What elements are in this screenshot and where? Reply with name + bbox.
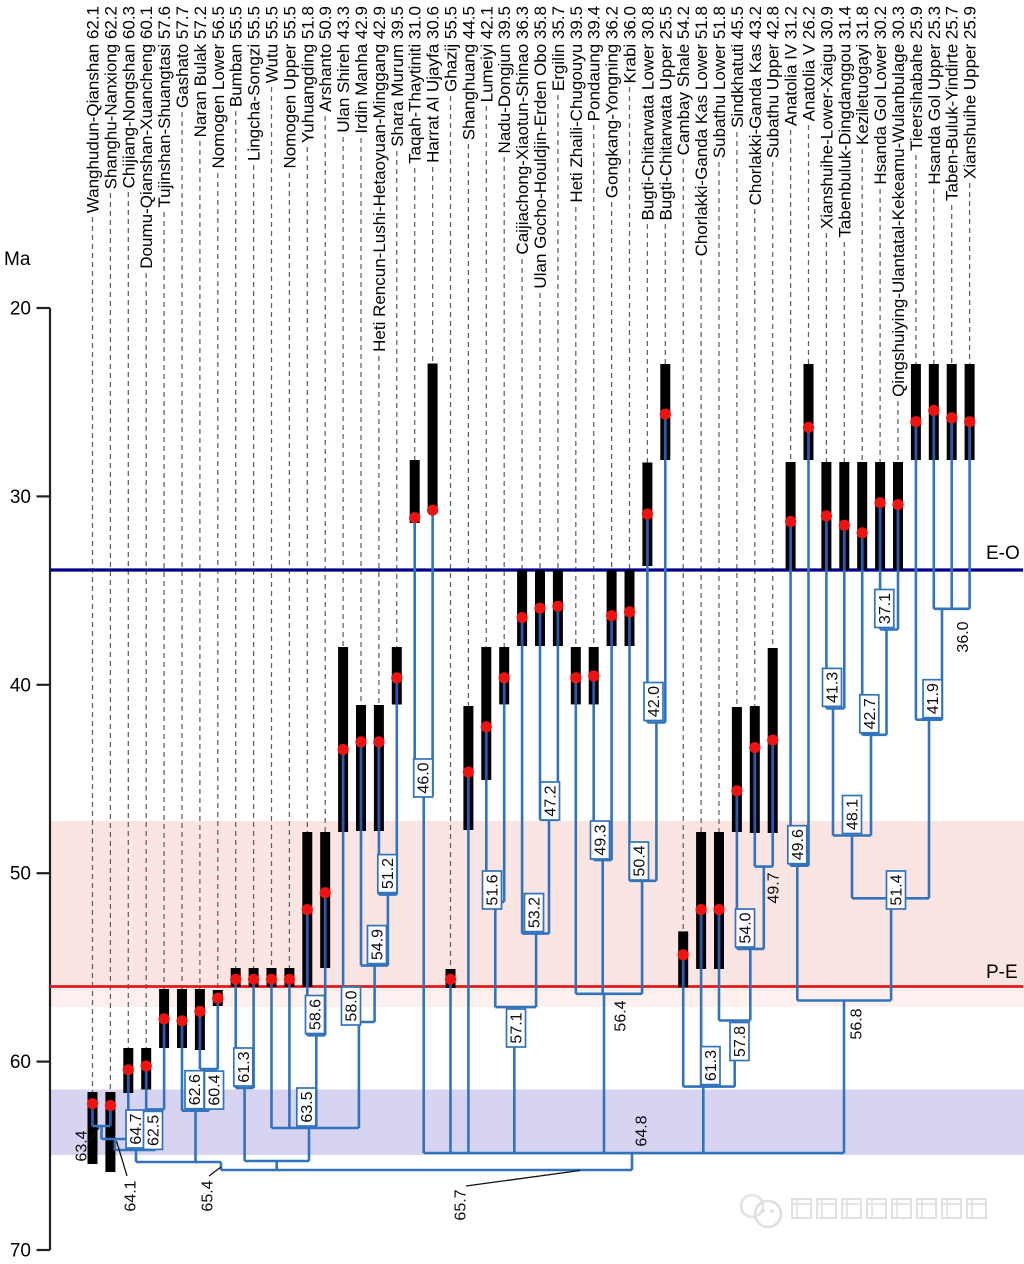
svg-text:40: 40 xyxy=(10,675,31,696)
svg-text:Chorlakki-Ganda Kas Lower 51.8: Chorlakki-Ganda Kas Lower 51.8 xyxy=(692,6,711,256)
svg-text:Hsanda Gol Upper 25.3: Hsanda Gol Upper 25.3 xyxy=(925,6,944,185)
svg-text:51.2: 51.2 xyxy=(380,858,397,889)
svg-text:56.4: 56.4 xyxy=(613,1000,630,1031)
svg-text:P-E: P-E xyxy=(986,962,1018,983)
svg-text:Taqah-Thaytiniti 31.0: Taqah-Thaytiniti 31.0 xyxy=(406,6,425,164)
svg-text:49.3: 49.3 xyxy=(593,824,610,855)
svg-text:Harrat Al Ujayfa 30.6: Harrat Al Ujayfa 30.6 xyxy=(424,6,443,163)
svg-text:Heti Rencun-Lushi-Hetaoyuan-Mi: Heti Rencun-Lushi-Hetaoyuan-Minggang 42.… xyxy=(370,6,389,352)
svg-text:46.0: 46.0 xyxy=(416,762,433,793)
svg-text:Ulan Shireh 43.3: Ulan Shireh 43.3 xyxy=(334,6,353,133)
svg-text:Caijiachong-Xiaotun-Shinao 36.: Caijiachong-Xiaotun-Shinao 36.3 xyxy=(513,6,532,255)
svg-text:30: 30 xyxy=(10,487,31,508)
svg-text:65.7: 65.7 xyxy=(453,1189,470,1220)
svg-text:70: 70 xyxy=(10,1241,31,1260)
svg-text:42.0: 42.0 xyxy=(646,686,663,717)
svg-text:61.3: 61.3 xyxy=(703,1050,720,1081)
svg-text:Yuhuangding 51.8: Yuhuangding 51.8 xyxy=(298,6,317,143)
svg-text:49.6: 49.6 xyxy=(790,829,807,860)
svg-text:Subathu Upper 42.8: Subathu Upper 42.8 xyxy=(764,6,783,158)
svg-text:41.3: 41.3 xyxy=(825,672,842,703)
svg-text:Irdin Manha 42.9: Irdin Manha 42.9 xyxy=(352,6,371,134)
svg-text:53.2: 53.2 xyxy=(527,897,544,928)
svg-text:Shara Murum 39.5: Shara Murum 39.5 xyxy=(388,6,407,147)
svg-text:Tujinshan-Shuangtasi 57.6: Tujinshan-Shuangtasi 57.6 xyxy=(155,6,174,208)
svg-text:Subathu Lower 51.8: Subathu Lower 51.8 xyxy=(710,6,729,158)
svg-text:Wutu 55.5: Wutu 55.5 xyxy=(263,6,282,83)
svg-text:50: 50 xyxy=(10,864,31,885)
svg-text:Bumban 55.5: Bumban 55.5 xyxy=(227,6,246,107)
svg-text:Cambay Shale 54.2: Cambay Shale 54.2 xyxy=(674,6,693,155)
svg-text:36.0: 36.0 xyxy=(955,621,972,652)
svg-text:64.8: 64.8 xyxy=(634,1115,651,1146)
svg-text:37.1: 37.1 xyxy=(877,593,894,624)
svg-text:62.5: 62.5 xyxy=(146,1115,163,1146)
svg-text:Krabi 36.0: Krabi 36.0 xyxy=(621,6,640,84)
svg-text:Tabenbuluk-Dingdanggou 31.4: Tabenbuluk-Dingdanggou 31.4 xyxy=(835,6,854,238)
svg-text:E-O: E-O xyxy=(986,543,1020,564)
svg-text:49.7: 49.7 xyxy=(766,872,783,903)
svg-text:Xianshuihe-Lower-Xaigu 30.9: Xianshuihe-Lower-Xaigu 30.9 xyxy=(817,6,836,229)
svg-text:Shanghu-Nanxiong 62.2: Shanghu-Nanxiong 62.2 xyxy=(101,6,120,189)
svg-text:61.3: 61.3 xyxy=(236,1051,253,1082)
svg-text:Chorlakki-Ganda Kas 43.2: Chorlakki-Ganda Kas 43.2 xyxy=(746,6,765,205)
svg-text:Pondaung 39.4: Pondaung 39.4 xyxy=(585,6,604,121)
svg-text:Wanghudun-Qianshan 62.1: Wanghudun-Qianshan 62.1 xyxy=(84,6,103,213)
svg-text:Nomogen Upper 55.5: Nomogen Upper 55.5 xyxy=(280,6,299,169)
svg-text:56.8: 56.8 xyxy=(849,1008,866,1039)
svg-text:Tieersihabahe 25.9: Tieersihabahe 25.9 xyxy=(907,6,926,151)
svg-text:64.1: 64.1 xyxy=(123,1180,140,1211)
svg-text:Ergilin 35.7: Ergilin 35.7 xyxy=(549,6,568,91)
svg-text:58.6: 58.6 xyxy=(308,999,325,1030)
svg-text:48.1: 48.1 xyxy=(845,799,862,830)
svg-text:Sindkhatuti 45.5: Sindkhatuti 45.5 xyxy=(728,6,747,128)
svg-text:42.7: 42.7 xyxy=(862,698,879,729)
svg-text:Lumeiyi 42.1: Lumeiyi 42.1 xyxy=(477,6,496,102)
svg-text:Anatolia V 26.2: Anatolia V 26.2 xyxy=(800,6,819,121)
svg-text:57.1: 57.1 xyxy=(509,1012,526,1043)
svg-text:60.4: 60.4 xyxy=(207,1074,224,1105)
svg-text:Arshanto 50.9: Arshanto 50.9 xyxy=(316,6,335,112)
svg-text:62.6: 62.6 xyxy=(187,1074,204,1105)
svg-text:Xianshuihe Upper 25.9: Xianshuihe Upper 25.9 xyxy=(961,6,980,179)
svg-text:51.4: 51.4 xyxy=(889,874,906,905)
svg-text:Nomogen Lower 56.5: Nomogen Lower 56.5 xyxy=(209,6,228,169)
svg-text:Chijiang-Nongshan 60.3: Chijiang-Nongshan 60.3 xyxy=(119,6,138,188)
svg-text:Hsanda Gol Lower 30.2: Hsanda Gol Lower 30.2 xyxy=(871,6,890,185)
svg-text:Taben-Buluk-Yindirte 25.7: Taben-Buluk-Yindirte 25.7 xyxy=(943,6,962,201)
svg-text:Gashato 57.7: Gashato 57.7 xyxy=(173,6,192,108)
svg-text:Bugti-Chitarwata Upper 25.5: Bugti-Chitarwata Upper 25.5 xyxy=(656,6,675,221)
svg-text:63.4: 63.4 xyxy=(74,1130,91,1161)
svg-text:Gongkang-Yongning 36.2: Gongkang-Yongning 36.2 xyxy=(603,6,622,198)
svg-text:Ghazij 55.5: Ghazij 55.5 xyxy=(442,6,461,92)
svg-text:60: 60 xyxy=(10,1052,31,1073)
svg-text:Anatolia IV 31.2: Anatolia IV 31.2 xyxy=(782,6,801,126)
svg-text:Bugti-Chitarwata Lower 30.8: Bugti-Chitarwata Lower 30.8 xyxy=(638,6,657,221)
svg-text:47.2: 47.2 xyxy=(543,785,560,816)
svg-text:Ma: Ma xyxy=(4,249,31,270)
svg-text:Heti Zhaili-Chugouyu 39.5: Heti Zhaili-Chugouyu 39.5 xyxy=(567,6,586,203)
svg-text:Lingcha-Songzi 55.5: Lingcha-Songzi 55.5 xyxy=(245,6,264,161)
svg-text:Keziletuogayi 31.8: Keziletuogayi 31.8 xyxy=(853,6,872,145)
svg-text:64.7: 64.7 xyxy=(128,1113,145,1144)
svg-text:Qingshuiying-Ulantatal-Kekeamu: Qingshuiying-Ulantatal-Kekeamu-Wulanbula… xyxy=(889,6,908,397)
svg-text:Ulan Gocho-Houldjin-Erden Obo: Ulan Gocho-Houldjin-Erden Obo 35.8 xyxy=(531,6,550,289)
svg-text:63.5: 63.5 xyxy=(299,1091,316,1122)
svg-text:50.4: 50.4 xyxy=(632,845,649,876)
svg-text:Nadu-Dongjun 39.5: Nadu-Dongjun 39.5 xyxy=(495,6,514,153)
svg-text:20: 20 xyxy=(10,299,31,320)
svg-text:57.8: 57.8 xyxy=(732,1026,749,1057)
svg-text:Naran Bulak 57.2: Naran Bulak 57.2 xyxy=(191,6,210,137)
svg-text:65.4: 65.4 xyxy=(200,1180,217,1211)
svg-text:58.0: 58.0 xyxy=(344,990,361,1021)
svg-text:41.9: 41.9 xyxy=(925,683,942,714)
svg-text:51.6: 51.6 xyxy=(485,874,502,905)
svg-text:54.0: 54.0 xyxy=(738,912,755,943)
svg-text:54.9: 54.9 xyxy=(370,929,387,960)
svg-text:Shanghuang 44.5: Shanghuang 44.5 xyxy=(459,6,478,140)
svg-text:Doumu-Qianshan-Xuancheng 60.1: Doumu-Qianshan-Xuancheng 60.1 xyxy=(137,6,156,269)
